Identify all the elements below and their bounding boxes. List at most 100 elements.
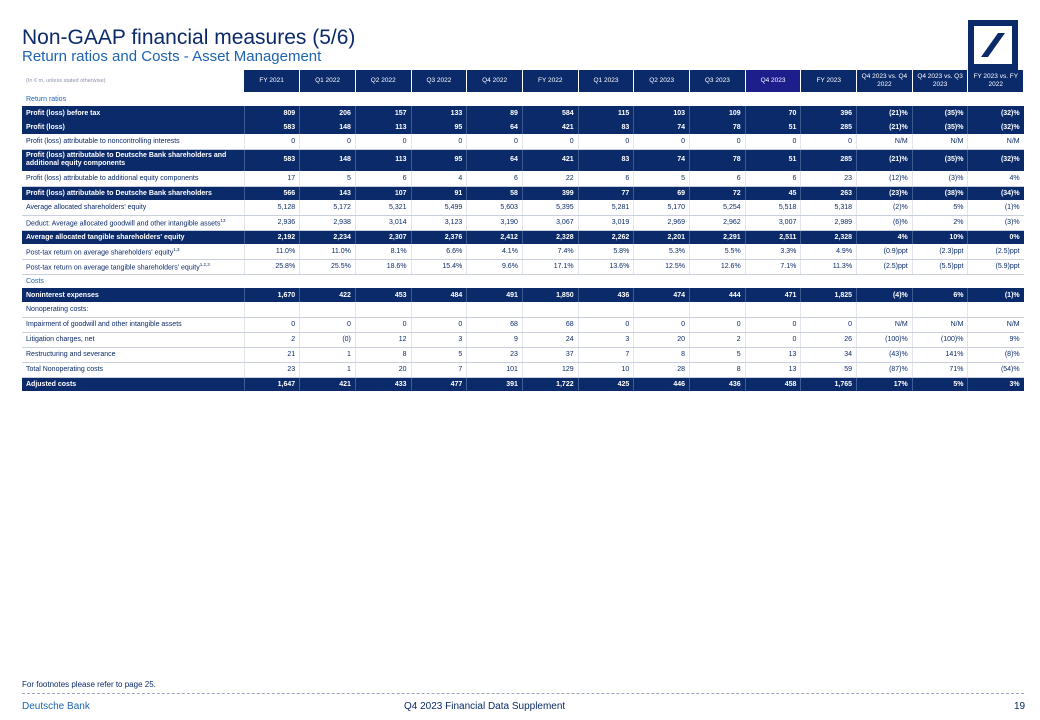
table-cell: 7	[410, 362, 467, 378]
footnote-reference: For footnotes please refer to page 25.	[22, 680, 156, 689]
table-cell: 18.6%	[354, 259, 412, 275]
table-cell: (100)%	[856, 332, 913, 348]
row-label: Profit (loss)	[22, 120, 244, 134]
row-label-text: Noninterest expenses	[26, 291, 99, 299]
table-cell: 6%	[911, 288, 968, 302]
table-cell: 3,007	[744, 215, 801, 231]
table-cell: 471	[744, 288, 801, 302]
table-cell: 64	[466, 120, 523, 134]
row-label-text: Nonoperating costs:	[26, 305, 89, 313]
table-cell: 0	[299, 134, 356, 150]
table-cell: 25.8%	[243, 259, 300, 275]
table-cell: 6	[689, 171, 746, 187]
table-cell: 26	[800, 332, 857, 348]
column-header: Q4 2023	[745, 70, 802, 92]
table-cell: 83	[577, 120, 634, 134]
table-cell: 13	[744, 362, 801, 378]
table-cell: 2,412	[466, 230, 523, 244]
table-cell: 421	[521, 149, 579, 171]
column-header: FY 2023 vs. FY 2022	[967, 70, 1025, 92]
table-cell: (2.5)ppt	[967, 244, 1024, 260]
table-cell: 22	[521, 171, 579, 187]
table-cell	[521, 302, 579, 318]
table-cell: 148	[299, 149, 356, 171]
table-cell	[466, 302, 523, 318]
table-cell: 28	[633, 362, 690, 378]
column-header: Q4 2022	[466, 70, 523, 92]
table-row: Deduct: Average allocated goodwill and o…	[22, 215, 1024, 231]
table-cell: 0	[689, 134, 746, 150]
table-cell: 12.5%	[633, 259, 690, 275]
table-cell: 24	[521, 332, 579, 348]
table-cell: 5	[633, 171, 690, 187]
table-cell: 45	[744, 186, 801, 200]
row-label-text: Post-tax return on average shareholders'…	[26, 248, 174, 256]
table-cell: 2,376	[410, 230, 467, 244]
row-label: Post-tax return on average shareholders'…	[22, 244, 244, 260]
table-cell: 5,603	[466, 200, 523, 216]
table-cell: 2,262	[577, 230, 634, 244]
footnote-marker: 1,3	[173, 246, 180, 252]
table-cell: (1)%	[967, 288, 1024, 302]
unit-label: (In € m, unless stated otherwise)	[22, 70, 244, 92]
table-cell	[856, 302, 913, 318]
table-cell: 2,962	[689, 215, 746, 231]
table-cell: 5.8%	[577, 244, 634, 260]
row-label-text: Average allocated tangible shareholders'…	[26, 233, 185, 241]
table-cell: 5,281	[577, 200, 634, 216]
table-cell: 0	[800, 317, 857, 333]
page-title: Non-GAAP financial measures (5/6)	[22, 26, 356, 49]
table-cell: 4%	[856, 230, 913, 244]
table-cell: 5,395	[521, 200, 579, 216]
table-cell: 4.1%	[466, 244, 523, 260]
table-cell: 0	[577, 317, 634, 333]
table-cell: 3,067	[521, 215, 579, 231]
footer-document-title: Q4 2023 Financial Data Supplement	[404, 701, 566, 712]
table-cell: 1,722	[521, 377, 579, 391]
table-cell: 9	[466, 332, 523, 348]
table-row: Litigation charges, net 2 (0) 12 3 9 24 3 20 2 0 26…	[22, 332, 1024, 348]
table-cell: 11.3%	[800, 259, 857, 275]
table-cell: 1,850	[521, 288, 579, 302]
table-cell: (3)%	[967, 215, 1024, 231]
table-cell: 23	[800, 171, 857, 187]
table-cell: 0	[243, 134, 300, 150]
table-cell: 446	[633, 377, 690, 391]
table-cell	[577, 302, 634, 318]
table-cell: 2,969	[633, 215, 690, 231]
table-cell	[633, 302, 690, 318]
table-cell: 11.0%	[299, 244, 356, 260]
row-label-text: Deduct: Average allocated goodwill and o…	[26, 220, 221, 228]
table-cell: 458	[744, 377, 801, 391]
table-cell	[800, 302, 857, 318]
table-cell: 7	[577, 347, 634, 363]
table-cell: 12.6%	[689, 259, 746, 275]
column-header: FY 2021	[244, 70, 301, 92]
row-label: Nonoperating costs:	[22, 302, 244, 318]
table-cell: 425	[577, 377, 634, 391]
table-cell	[410, 302, 467, 318]
financial-table: (In € m, unless stated otherwise) FY 202…	[22, 70, 1025, 391]
page-subtitle: Return ratios and Costs - Asset Manageme…	[22, 48, 322, 65]
table-cell: 0	[521, 134, 579, 150]
table-cell: 109	[689, 106, 746, 120]
table-cell: 285	[800, 120, 857, 134]
row-label-text: Profit (loss) attributable to additional…	[26, 174, 199, 182]
table-cell: 72	[689, 186, 746, 200]
row-label-text: Profit (loss) attributable to noncontrol…	[26, 137, 180, 145]
table-cell: 2,328	[521, 230, 579, 244]
table-cell: 399	[521, 186, 579, 200]
table-cell: 6	[577, 171, 634, 187]
table-cell: 0	[577, 134, 634, 150]
table-cell: 206	[299, 106, 356, 120]
table-cell: 0	[299, 317, 356, 333]
table-cell: 71%	[911, 362, 968, 378]
row-label: Litigation charges, net	[22, 332, 244, 348]
table-cell: 444	[689, 288, 746, 302]
table-cell: 7.1%	[744, 259, 801, 275]
table-cell: (12)%	[856, 171, 913, 187]
table-cell: 13	[744, 347, 801, 363]
table-cell: 3	[410, 332, 467, 348]
table-cell: 0	[689, 317, 746, 333]
table-cell: (0)	[299, 332, 356, 348]
